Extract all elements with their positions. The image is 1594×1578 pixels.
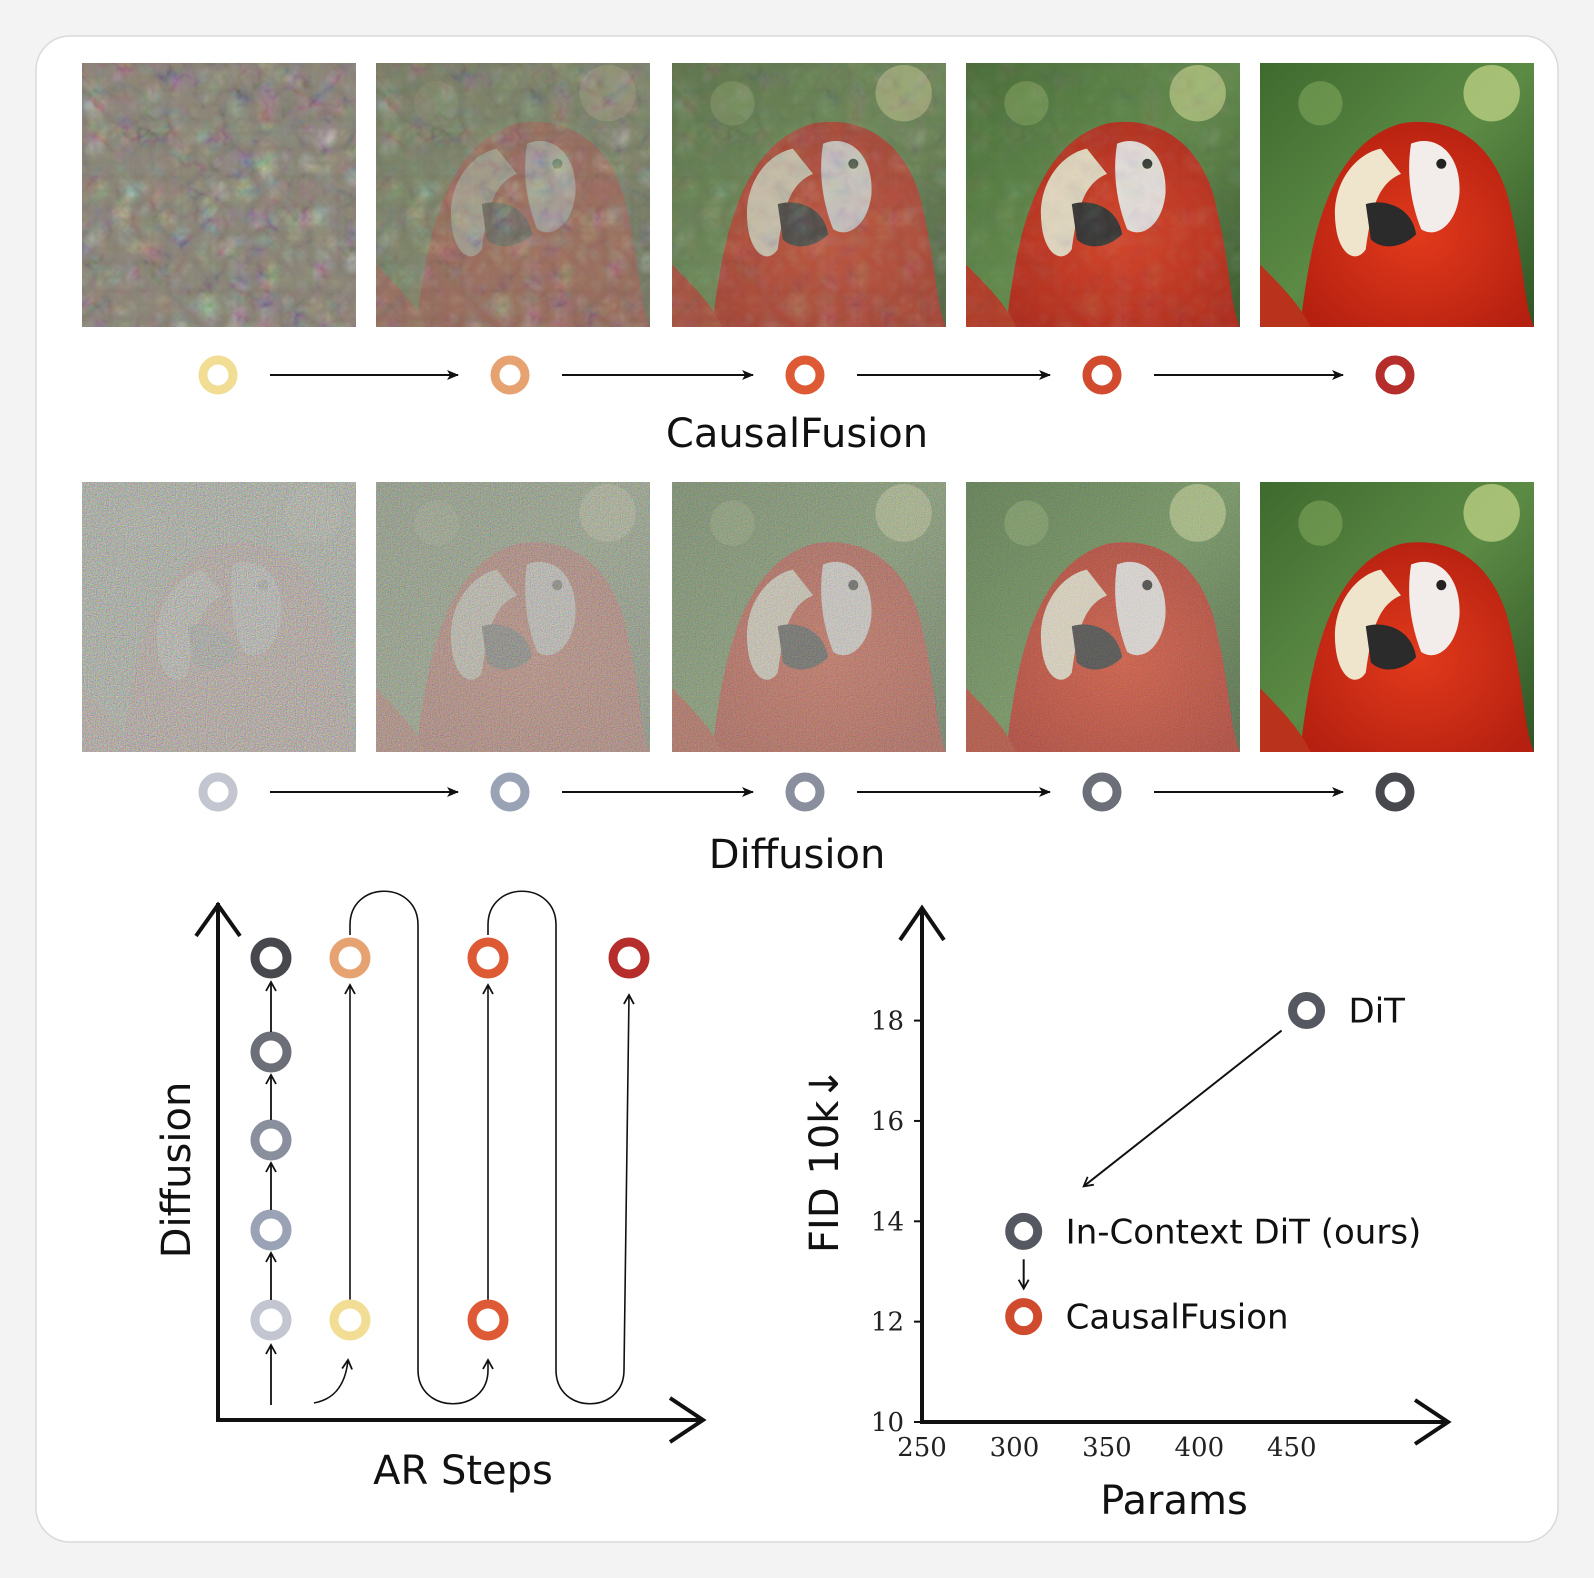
diffusion-image-2	[376, 482, 650, 752]
diffusion-step-2	[490, 772, 530, 812]
schematic-diffusion-ring-4	[250, 1209, 292, 1251]
diffusion-image-3	[672, 482, 946, 752]
schematic-diffusion-ring-1	[250, 937, 292, 979]
diffusion-step-4	[1082, 772, 1122, 812]
ar-loop-1	[349, 890, 494, 1405]
fid-params-chart: 10 12 14 16 18 250 300 350 400 450 FID 10k↓ Para…	[802, 904, 1452, 1524]
diffusion-image-1	[82, 482, 356, 752]
diffusion-step-3	[785, 772, 825, 812]
schematic-ar-bottom-ring-1	[329, 1299, 371, 1341]
schematic-ar-top-ring-2	[467, 937, 509, 979]
chart-x-tick-400: 400	[1175, 1433, 1225, 1463]
diffusion-image-5	[1260, 482, 1534, 752]
figure-card	[35, 35, 1559, 1543]
chart-point-label-2: In-Context DiT (ours)	[1066, 1212, 1422, 1252]
causalfusion-step-row	[198, 355, 1415, 395]
causalfusion-label: CausalFusion	[666, 411, 928, 457]
schematic-ar-bottom-ring-2	[467, 1299, 509, 1341]
causalfusion-step-2	[490, 355, 530, 395]
chart-y-tick-18: 18	[871, 1007, 904, 1037]
chart-arrow-dit-to-incontext	[1082, 1029, 1283, 1188]
chart-y-label: FID 10k↓	[802, 1067, 848, 1253]
chart-x-tick-300: 300	[990, 1433, 1040, 1463]
schematic-ar-top-ring-1	[329, 937, 371, 979]
schematic-diffusion-ring-3	[250, 1119, 292, 1161]
chart-y-tick-12: 12	[871, 1308, 904, 1338]
chart-x-ticks: 250 300 350 400 450	[897, 1433, 1316, 1463]
chart-y-tick-16: 16	[871, 1107, 904, 1137]
diffusion-image-row	[82, 482, 1534, 752]
schematic-diffusion-ring-2	[250, 1031, 292, 1073]
chart-point-label-1: DiT	[1349, 992, 1406, 1032]
schematic-ar-path	[313, 890, 650, 1405]
chart-x-tick-250: 250	[897, 1433, 947, 1463]
causalfusion-image-3	[672, 63, 946, 327]
chart-point-3	[1005, 1298, 1043, 1336]
chart-x-tick-350: 350	[1082, 1433, 1132, 1463]
diffusion-step-1	[198, 772, 238, 812]
causalfusion-step-1	[198, 355, 238, 395]
chart-point-1	[1288, 992, 1326, 1030]
ar-diffusion-schematic: Diffusion AR Steps	[154, 890, 707, 1494]
chart-x-tick-450: 450	[1267, 1433, 1317, 1463]
chart-x-label: Params	[1100, 1478, 1248, 1524]
causalfusion-image-4	[966, 63, 1240, 327]
ar-entry-curve	[313, 1358, 353, 1404]
schematic-ar-top-ring-3	[608, 937, 650, 979]
chart-x-arrowhead	[1413, 1398, 1452, 1446]
schematic-x-arrowhead	[668, 1396, 707, 1444]
chart-y-ticks: 10 12 14 16 18	[871, 1007, 922, 1438]
causalfusion-image-row	[82, 63, 1534, 327]
chart-point-label-3: CausalFusion	[1066, 1298, 1289, 1338]
diffusion-image-4	[966, 482, 1240, 752]
causalfusion-step-3	[785, 355, 825, 395]
causalfusion-step-4	[1082, 355, 1122, 395]
schematic-diffusion-ring-5	[250, 1299, 292, 1341]
schematic-diffusion-column	[250, 937, 292, 1405]
causalfusion-image-5	[1260, 63, 1534, 327]
chart-y-arrowhead	[898, 904, 946, 942]
causalfusion-step-5	[1375, 355, 1415, 395]
diffusion-step-5	[1375, 772, 1415, 812]
chart-point-2	[1005, 1212, 1043, 1250]
causalfusion-image-1	[82, 63, 356, 327]
chart-y-tick-14: 14	[871, 1207, 904, 1237]
schematic-x-label: AR Steps	[373, 1448, 553, 1494]
schematic-y-arrowhead	[194, 901, 242, 938]
schematic-y-label: Diffusion	[154, 1082, 200, 1259]
diffusion-label: Diffusion	[709, 832, 886, 878]
chart-y-tick-10: 10	[871, 1408, 904, 1438]
chart-points: DiT In-Context DiT (ours) CausalFusion	[1005, 992, 1422, 1338]
diffusion-step-row	[198, 772, 1415, 812]
causalfusion-image-2	[376, 63, 650, 327]
ar-loop-2	[487, 890, 635, 1405]
